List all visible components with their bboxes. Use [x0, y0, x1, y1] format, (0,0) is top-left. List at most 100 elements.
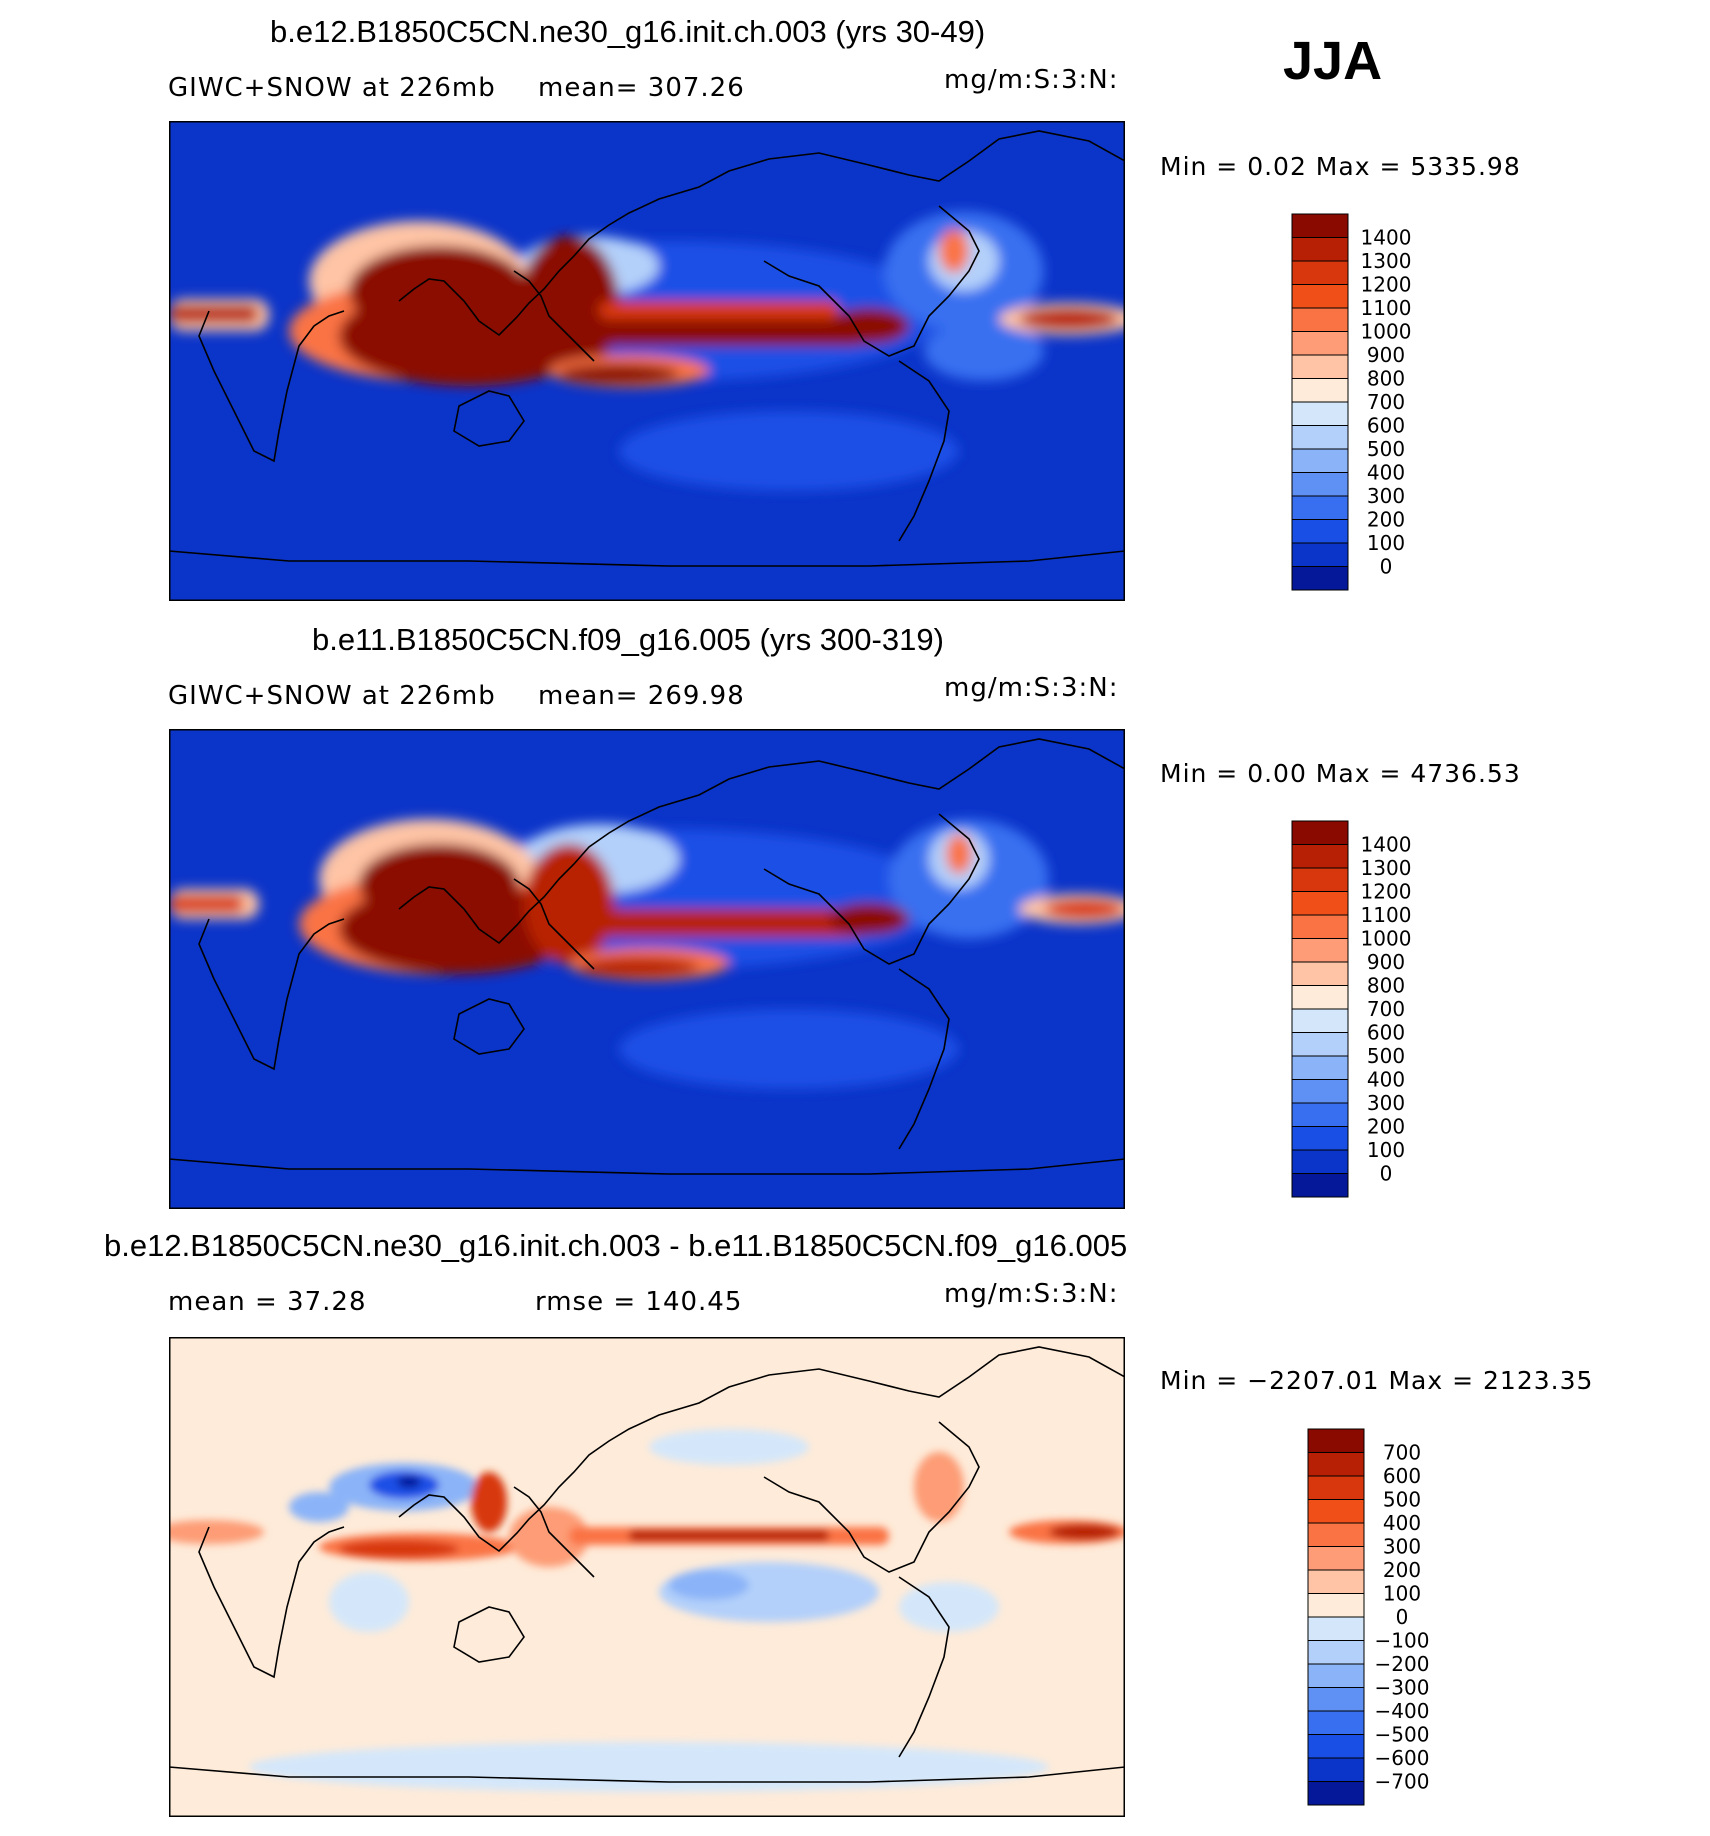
panel-3-title: b.e12.B1850C5CN.ne30_g16.init.ch.003 - b…: [104, 1228, 1128, 1263]
panel-3-colorbar-swatch: [1307, 1499, 1365, 1524]
panel-2-colorbar-swatch: [1291, 914, 1349, 939]
panel-2-colorbar-tick-label: 1000: [1361, 927, 1412, 951]
panel-2-colorbar-tick-label: 900: [1367, 950, 1405, 974]
panel-1-colorbar-swatch: [1291, 401, 1349, 426]
panel-1-colorbar-swatch: [1291, 213, 1349, 238]
panel-1-colorbar-swatch: [1291, 331, 1349, 356]
panel-1-colorbar-swatch: [1291, 448, 1349, 473]
panel-2-colorbar-tick-label: 1100: [1361, 903, 1412, 927]
panel-1-colorbar-tick-label: 1400: [1361, 226, 1412, 250]
panel-1-map: [169, 121, 1125, 601]
panel-3-colorbar-swatch: [1307, 1452, 1365, 1477]
panel-1-colorbar-swatch: [1291, 284, 1349, 309]
panel-1-colorbar-swatch: [1291, 425, 1349, 450]
panel-3-map-frame: [169, 1337, 1125, 1817]
panel-3-colorbar-tick-label: −500: [1375, 1723, 1430, 1747]
panel-1-variable-label: GIWC+SNOW at 226mb: [168, 73, 496, 103]
panel-2-colorbar-swatch: [1291, 961, 1349, 986]
panel-1-colorbar-tick-label: 1200: [1361, 273, 1412, 297]
panel-1-colorbar-swatch: [1291, 472, 1349, 497]
panel-3-colorbar-tick-label: 100: [1383, 1582, 1421, 1606]
panel-2-colorbar-swatch: [1291, 985, 1349, 1010]
panel-3-colorbar-tick-label: 400: [1383, 1511, 1421, 1535]
panel-1-colorbar-tick-label: 1100: [1361, 296, 1412, 320]
panel-3-colorbar-tick-label: 300: [1383, 1535, 1421, 1559]
panel-1-colorbar-swatch: [1291, 566, 1349, 591]
panel-3-rmse-label: rmse = 140.45: [535, 1287, 743, 1317]
panel-1-colorbar-swatch: [1291, 378, 1349, 403]
panel-2-colorbar-tick-label: 300: [1367, 1091, 1405, 1115]
panel-2-map-frame: [169, 729, 1125, 1209]
panel-3-colorbar-swatch: [1307, 1569, 1365, 1594]
season-label: JJA: [1283, 31, 1383, 91]
panel-2-colorbar-tick-label: 500: [1367, 1044, 1405, 1068]
panel-2-colorbar-swatch: [1291, 1126, 1349, 1151]
panel-3-colorbar-tick-label: −200: [1375, 1652, 1430, 1676]
panel-3-colorbar-tick-label: 600: [1383, 1464, 1421, 1488]
panel-1-colorbar-tick-label: 1000: [1361, 320, 1412, 344]
panel-2-variable-label: GIWC+SNOW at 226mb: [168, 681, 496, 711]
panel-3-colorbar-tick-label: −700: [1375, 1770, 1430, 1794]
panel-2-map: [169, 729, 1125, 1209]
panel-1-map-frame: [169, 121, 1125, 601]
panel-2-colorbar-tick-label: 1200: [1361, 880, 1412, 904]
panel-3-colorbar-swatch: [1307, 1522, 1365, 1547]
panel-2-colorbar-tick-label: 800: [1367, 974, 1405, 998]
panel-3-colorbar: 7006005004003002001000−100−200−300−400−5…: [1307, 1428, 1430, 1806]
panel-1-colorbar-tick-label: 0: [1380, 555, 1393, 579]
panel-2-colorbar-swatch: [1291, 938, 1349, 963]
panel-1-colorbar-swatch: [1291, 495, 1349, 520]
panel-1-colorbar-swatch: [1291, 354, 1349, 379]
panel-1-colorbar-swatch: [1291, 307, 1349, 332]
panel-3-colorbar-swatch: [1307, 1475, 1365, 1500]
panel-3-colorbar-tick-label: −100: [1375, 1629, 1430, 1653]
panel-3-colorbar-swatch: [1307, 1546, 1365, 1571]
panel-2-colorbar-swatch: [1291, 1008, 1349, 1033]
panel-2-colorbar-swatch: [1291, 1032, 1349, 1057]
panel-2-colorbar-swatch: [1291, 867, 1349, 892]
panel-1-mean-label: mean= 307.26: [538, 73, 745, 103]
panel-1-minmax: Min = 0.02 Max = 5335.98: [1160, 152, 1521, 181]
panel-3-colorbar-swatch: [1307, 1428, 1365, 1453]
panel-3-colorbar-swatch: [1307, 1687, 1365, 1712]
panel-1-colorbar-tick-label: 400: [1367, 461, 1405, 485]
panel-1-colorbar-swatch: [1291, 260, 1349, 285]
panel-3-mean-label: mean = 37.28: [168, 1287, 367, 1317]
panel-3-colorbar-tick-label: 0: [1396, 1605, 1409, 1629]
panel-3-colorbar-tick-label: 500: [1383, 1488, 1421, 1512]
panel-3-map: [169, 1337, 1125, 1817]
panel-2-colorbar-tick-label: 200: [1367, 1115, 1405, 1139]
panel-2-units-label: mg/m:S:3:N:: [944, 673, 1119, 703]
panel-3-colorbar-swatch: [1307, 1710, 1365, 1735]
panel-2-colorbar-tick-label: 1300: [1361, 856, 1412, 880]
panel-3-colorbar-swatch: [1307, 1640, 1365, 1665]
panel-2-minmax: Min = 0.00 Max = 4736.53: [1160, 759, 1521, 788]
panel-3-colorbar-tick-label: −300: [1375, 1676, 1430, 1700]
panel-3-colorbar-tick-label: −600: [1375, 1746, 1430, 1770]
panel-2-colorbar-swatch: [1291, 1079, 1349, 1104]
panel-1-colorbar-swatch: [1291, 237, 1349, 262]
panel-2-colorbar-tick-label: 0: [1380, 1162, 1393, 1186]
panel-2-colorbar: 1400130012001100100090080070060050040030…: [1291, 820, 1412, 1198]
panel-2-title: b.e11.B1850C5CN.f09_g16.005 (yrs 300-319…: [312, 622, 944, 657]
panel-3-colorbar-tick-label: 700: [1383, 1441, 1421, 1465]
panel-2-colorbar-swatch: [1291, 1149, 1349, 1174]
panel-1-colorbar-tick-label: 600: [1367, 414, 1405, 438]
panel-1-colorbar-tick-label: 500: [1367, 437, 1405, 461]
panel-2-colorbar-tick-label: 600: [1367, 1021, 1405, 1045]
panel-3-colorbar-swatch: [1307, 1734, 1365, 1759]
panel-3-colorbar-tick-label: −400: [1375, 1699, 1430, 1723]
panel-1-colorbar-tick-label: 300: [1367, 484, 1405, 508]
panel-1-colorbar-swatch: [1291, 542, 1349, 567]
panel-3-colorbar-swatch: [1307, 1663, 1365, 1688]
panel-1-colorbar-tick-label: 1300: [1361, 249, 1412, 273]
panel-2-colorbar-tick-label: 400: [1367, 1068, 1405, 1092]
panel-3-colorbar-swatch: [1307, 1757, 1365, 1782]
panel-3-coastlines: [169, 1346, 1125, 1783]
panel-1-title: b.e12.B1850C5CN.ne30_g16.init.ch.003 (yr…: [270, 14, 986, 49]
panel-3-units-label: mg/m:S:3:N:: [944, 1279, 1119, 1309]
panel-1-colorbar-tick-label: 700: [1367, 390, 1405, 414]
panel-3-minmax: Min = −2207.01 Max = 2123.35: [1160, 1366, 1594, 1395]
panel-2-colorbar-swatch: [1291, 1102, 1349, 1127]
panel-3-colorbar-tick-label: 200: [1383, 1558, 1421, 1582]
